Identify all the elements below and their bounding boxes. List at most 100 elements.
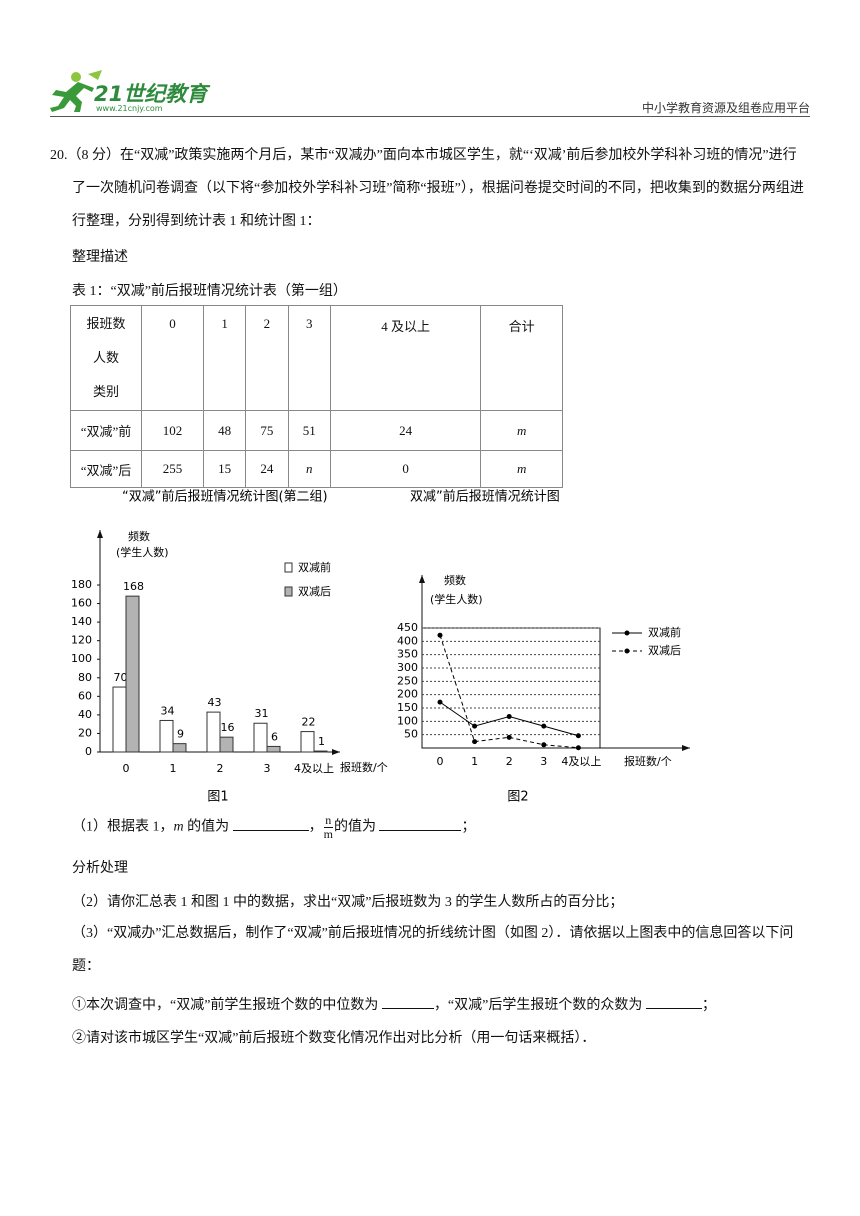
logo-url: www.21cnjy.com xyxy=(96,104,163,113)
bar xyxy=(159,719,174,753)
value-label: 9 xyxy=(177,728,184,741)
y-axis-label: (学生人数) xyxy=(116,545,169,559)
value-label: 70 xyxy=(114,671,128,684)
legend-label: 双减后 xyxy=(648,644,681,657)
y-tick-label: 450 xyxy=(397,621,418,634)
header-rule xyxy=(50,116,810,117)
x-tick-label: 2 xyxy=(217,762,224,775)
value-label: 168 xyxy=(123,580,144,593)
text: （1）根据表 1， xyxy=(72,819,174,835)
y-axis-label: (学生人数) xyxy=(430,592,483,606)
y-tick-label: 120 xyxy=(71,634,92,647)
value-label: 1 xyxy=(318,735,325,748)
axis-arrow xyxy=(419,575,425,583)
y-tick-label: 180 xyxy=(71,578,92,591)
bar xyxy=(300,731,315,753)
question-3b: ②请对该市城区学生“双减”前后报班个数变化情况作出对比分析（用一句话来概括）． xyxy=(72,1031,596,1046)
y-tick-label: 150 xyxy=(397,701,418,714)
cell: 24 xyxy=(245,450,289,488)
bar xyxy=(266,745,281,753)
legend-label: 双减前 xyxy=(298,560,331,574)
y-axis-label: 频数 xyxy=(444,573,466,587)
point xyxy=(506,714,512,720)
point xyxy=(575,745,581,751)
y-tick-label: 400 xyxy=(397,634,418,647)
point xyxy=(472,723,478,729)
x-tick-label: 0 xyxy=(437,755,444,768)
value-label: 34 xyxy=(161,704,175,717)
y-tick-label: 50 xyxy=(404,728,418,741)
cell: m xyxy=(480,410,563,451)
answer-blank xyxy=(381,994,434,1009)
figure-title: “双减”前后报班情况统计图(第二组) xyxy=(122,489,328,505)
text: ； xyxy=(701,998,716,1013)
x-tick-label: 3 xyxy=(540,755,547,768)
plot-frame xyxy=(421,627,601,749)
question-intro: 20.（8 分）在“双减”政策实施两个月后，某市“双减办”面向本市城区学生，就“… xyxy=(50,148,804,229)
figures: “双减”前后报班情况统计图(第二组)频数(学生人数)报班数/个020406080… xyxy=(71,489,690,805)
row-label: “双减”后 xyxy=(70,450,142,488)
corner-label: 报班数 xyxy=(86,316,126,331)
value-label: 6 xyxy=(271,730,278,743)
question-1: （1）根据表 1，m 的值为 ， n m 的值为 ； xyxy=(72,814,475,841)
text: 的值为 xyxy=(333,819,380,835)
text: ①本次调查中，“双减”前学生报班个数的中位数为 xyxy=(72,998,382,1013)
platform-name: 中小学教育资源及组卷应用平台 xyxy=(641,101,810,115)
text: ， xyxy=(308,819,323,835)
point xyxy=(541,742,547,748)
legend-swatch xyxy=(284,586,293,597)
bar xyxy=(313,750,328,753)
cell: 24 xyxy=(329,410,482,451)
text: ； xyxy=(461,819,476,835)
bar xyxy=(125,595,140,753)
y-tick-label: 100 xyxy=(397,714,418,727)
bar xyxy=(172,743,187,753)
point xyxy=(575,733,581,739)
y-tick-label: 20 xyxy=(78,726,92,739)
value-label: 31 xyxy=(255,707,269,720)
variable: m xyxy=(173,819,184,835)
corner-label: 类别 xyxy=(92,384,119,399)
answer-blank xyxy=(232,816,309,831)
y-tick-label: 300 xyxy=(397,661,418,674)
answer-blank xyxy=(645,994,702,1009)
cell: m xyxy=(480,450,563,488)
x-tick-label: 4及以上 xyxy=(294,762,334,775)
section-title: 整理描述 xyxy=(72,250,128,265)
corner-cell: 报班数 人数 类别 xyxy=(70,305,142,411)
value-label: 43 xyxy=(208,696,222,709)
x-tick-label: 1 xyxy=(471,755,478,768)
y-tick-label: 350 xyxy=(397,648,418,661)
header-cell: 4 及以上 xyxy=(329,305,482,411)
series-line xyxy=(439,635,579,749)
bar xyxy=(112,686,127,753)
cell: 0 xyxy=(329,450,482,488)
y-tick-label: 40 xyxy=(78,708,92,721)
x-tick-label: 2 xyxy=(506,755,513,768)
logo-icon xyxy=(50,70,102,112)
y-tick-label: 250 xyxy=(397,674,418,687)
y-tick-label: 160 xyxy=(71,597,92,610)
value-label: 16 xyxy=(221,721,235,734)
y-tick-label: 140 xyxy=(71,615,92,628)
y-tick-label: 0 xyxy=(85,745,92,758)
question-2: （2）请你汇总表 1 和图 1 中的数据，求出“双减”后报班数为 3 的学生人数… xyxy=(72,895,624,910)
logo-text: 21世纪教育 xyxy=(94,82,208,106)
axis-arrow xyxy=(332,749,340,755)
header-cell: 2 xyxy=(245,305,289,411)
figure-caption: 图1 xyxy=(207,790,228,805)
cell: 102 xyxy=(141,410,204,451)
legend-point xyxy=(624,630,630,636)
x-tick-label: 3 xyxy=(264,762,271,775)
x-tick-label: 1 xyxy=(170,762,177,775)
denominator: m xyxy=(323,827,333,841)
question-3: （3）“双减办”汇总数据后，制作了“双减”前后报班情况的折线统计图（如图 2）．… xyxy=(72,926,794,974)
point xyxy=(506,734,512,740)
logo xyxy=(48,68,218,114)
legend-label: 双减前 xyxy=(648,625,681,639)
cell: 255 xyxy=(141,450,204,488)
header-cell: 0 xyxy=(141,305,204,411)
x-axis-label: 报班数/个 xyxy=(624,754,672,768)
cell: 75 xyxy=(245,410,289,451)
